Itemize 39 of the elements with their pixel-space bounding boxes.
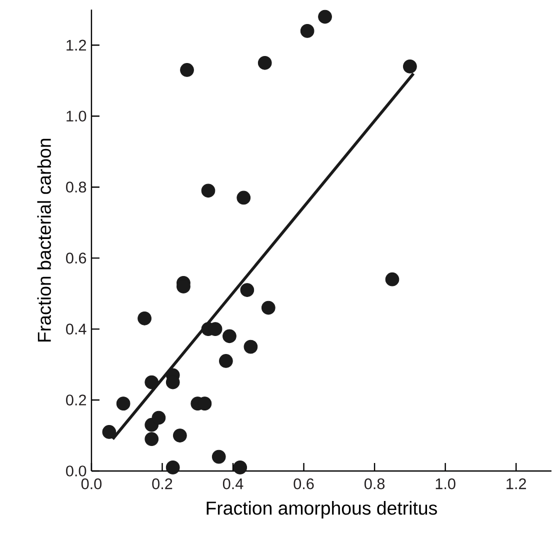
y-tick-label: 0.2 <box>66 394 86 406</box>
point <box>261 300 276 315</box>
point <box>212 450 226 464</box>
x-tick-label: 1.2 <box>506 478 526 490</box>
point <box>300 24 314 38</box>
point <box>385 272 400 286</box>
x-tick-label: 1.0 <box>436 478 456 490</box>
y-tick-label: 0.6 <box>66 252 86 264</box>
point <box>244 340 258 354</box>
point <box>166 460 180 474</box>
point <box>240 283 254 297</box>
x-tick-label: 0.0 <box>81 478 102 490</box>
y-tick-label: 0.0 <box>66 466 86 476</box>
x-axis-title: Fraction amorphous detritus <box>206 501 437 518</box>
x-tick-label: 0.4 <box>222 478 244 490</box>
x-tick-label: 0.8 <box>364 478 385 490</box>
x-tick-label: 0.2 <box>152 478 172 490</box>
point <box>403 60 417 74</box>
point <box>233 460 248 474</box>
point <box>236 190 251 205</box>
point <box>144 432 159 446</box>
point <box>144 375 159 390</box>
x-tick-label: 0.6 <box>294 478 314 490</box>
point <box>222 329 236 344</box>
y-tick-label: 0.4 <box>66 324 86 334</box>
point <box>116 396 130 411</box>
point <box>318 10 332 24</box>
point <box>152 410 166 425</box>
point <box>138 311 152 326</box>
y-tick-label: 1.2 <box>66 40 86 50</box>
point <box>201 184 216 198</box>
y-axis-title: Fraction bacterial carbon <box>37 138 51 342</box>
point <box>172 428 187 442</box>
y-tick-label: 0.8 <box>66 182 86 193</box>
point <box>180 63 194 77</box>
y-tick-label: 1.0 <box>66 110 86 122</box>
point <box>218 354 233 368</box>
point <box>102 425 116 439</box>
point <box>258 56 272 70</box>
